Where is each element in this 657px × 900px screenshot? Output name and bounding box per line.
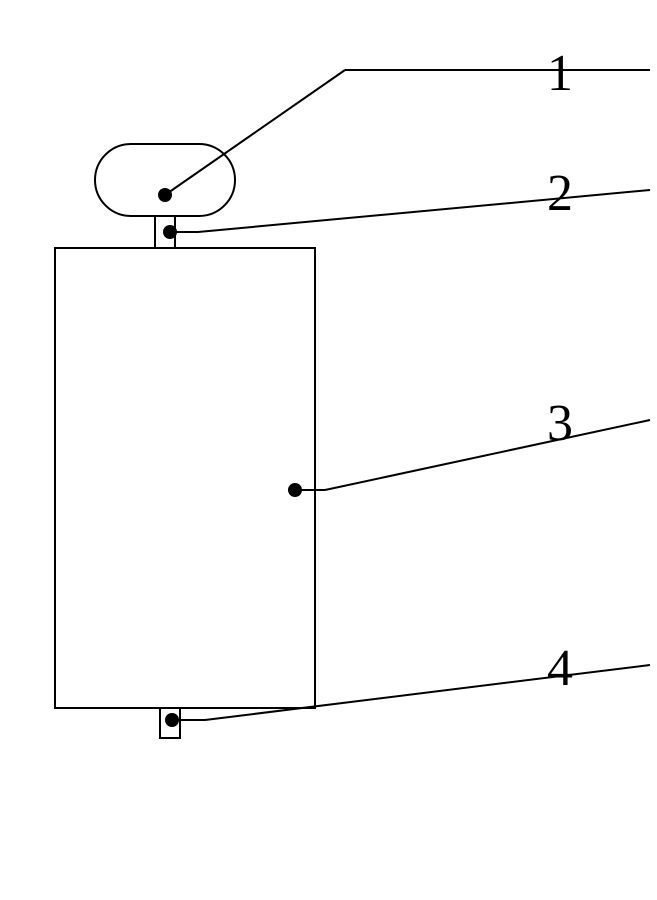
part-body [55, 248, 315, 708]
callout-2-dot [163, 225, 177, 239]
callout-4: 4 [165, 640, 650, 727]
callout-4-leader-b [205, 665, 650, 720]
callout-3: 3 [288, 395, 650, 497]
callout-1-dot [158, 188, 172, 202]
callout-4-label: 4 [547, 640, 573, 697]
callout-3-leader-b [325, 420, 650, 490]
callout-3-dot [288, 483, 302, 497]
part-top-cap [95, 144, 235, 216]
callout-1: 1 [158, 45, 650, 202]
callout-2-leader-b [198, 190, 650, 232]
callout-1-leader-a [165, 70, 345, 195]
callout-2: 2 [163, 165, 650, 239]
callout-1-label: 1 [547, 45, 573, 102]
callout-4-dot [165, 713, 179, 727]
callout-3-label: 3 [547, 395, 573, 452]
callout-2-label: 2 [547, 165, 573, 222]
